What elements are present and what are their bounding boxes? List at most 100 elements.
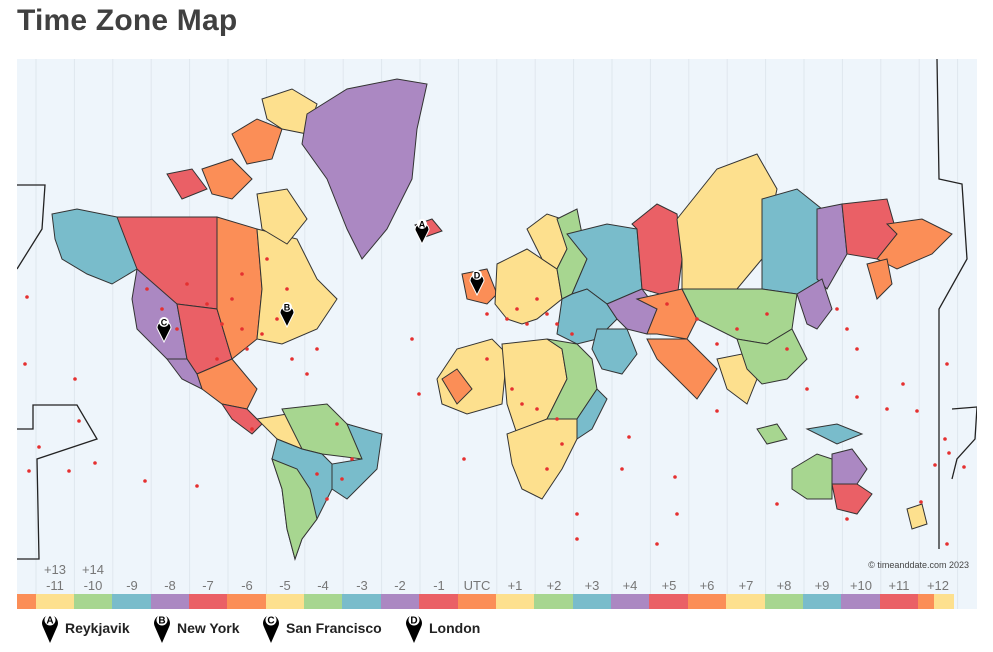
tz-label: +12 <box>926 578 950 593</box>
timezone-color-cell <box>803 594 841 609</box>
tz-label: +10 <box>849 578 873 593</box>
legend-city-label: Reykjavik <box>65 620 130 636</box>
timezone-color-cell <box>17 594 36 609</box>
arctic-islands <box>166 88 318 245</box>
city-dot <box>215 357 219 361</box>
tz-label: +9 <box>814 578 830 593</box>
city-dot <box>845 327 849 331</box>
timezone-color-cell <box>534 594 573 609</box>
legend-item-reykjavik[interactable]: A Reykjavik <box>40 610 130 646</box>
city-dot <box>93 461 97 465</box>
tz-label: -6 <box>241 578 253 593</box>
city-dot <box>145 287 149 291</box>
city-dot <box>410 337 414 341</box>
city-dot <box>325 497 329 501</box>
legend-item-san-francisco[interactable]: C San Francisco <box>261 610 382 646</box>
greenland <box>301 78 428 260</box>
city-dot <box>919 500 923 504</box>
city-dot <box>195 484 199 488</box>
city-dot <box>290 357 294 361</box>
map-pin-b: B <box>279 302 295 329</box>
tz-label-plus14: +14 <box>81 562 105 577</box>
timezone-color-cell <box>342 594 381 609</box>
city-dot <box>575 537 579 541</box>
legend-item-new-york[interactable]: B New York <box>152 610 240 646</box>
city-dot <box>855 347 859 351</box>
world-map[interactable]: A B C D <box>17 59 977 609</box>
pin-letter: A <box>46 616 53 627</box>
city-dot <box>845 517 849 521</box>
tz-label: +2 <box>546 578 562 593</box>
africa <box>436 338 608 500</box>
pin-letter: B <box>284 303 291 313</box>
timezone-color-cell <box>573 594 611 609</box>
tz-label: +11 <box>888 578 910 593</box>
legend-item-london[interactable]: D London <box>404 610 480 646</box>
tz-label: -4 <box>317 578 329 593</box>
city-dot <box>695 317 699 321</box>
city-dot <box>525 322 529 326</box>
city-dot <box>715 342 719 346</box>
timezone-color-cell <box>151 594 189 609</box>
pin-letter: C <box>267 616 274 627</box>
city-dot <box>230 297 234 301</box>
city-dot <box>23 362 27 366</box>
city-dot <box>835 307 839 311</box>
timezone-color-cell <box>611 594 649 609</box>
tz-label: -7 <box>202 578 214 593</box>
city-dot <box>305 372 309 376</box>
map-pin-a: A <box>414 219 430 246</box>
pin-letter: A <box>419 220 426 230</box>
timezone-color-cell <box>880 594 918 609</box>
city-dot <box>240 327 244 331</box>
city-dot <box>462 457 466 461</box>
city-dot <box>515 307 519 311</box>
tz-label: -2 <box>394 578 406 593</box>
city-dot <box>245 347 249 351</box>
city-dot <box>485 357 489 361</box>
city-legend: A Reykjavik B New York C San Francisco D… <box>40 610 640 646</box>
timezone-color-cell <box>765 594 803 609</box>
tz-label: +8 <box>776 578 792 593</box>
timezone-color-cell <box>189 594 227 609</box>
city-dot <box>555 322 559 326</box>
tz-label: -3 <box>356 578 368 593</box>
city-dot <box>765 312 769 316</box>
city-dot <box>25 295 29 299</box>
tz-label: +1 <box>507 578 523 593</box>
oceania <box>756 423 928 530</box>
city-dot <box>535 407 539 411</box>
timezone-color-cell <box>381 594 419 609</box>
city-dot <box>27 469 31 473</box>
tz-label: -5 <box>279 578 291 593</box>
tz-label: -8 <box>164 578 176 593</box>
russia <box>566 153 953 305</box>
city-dot <box>417 392 421 396</box>
city-dot <box>915 409 919 413</box>
city-dot <box>350 457 354 461</box>
city-dot <box>220 322 224 326</box>
city-dot <box>535 297 539 301</box>
timezone-color-cell <box>496 594 534 609</box>
city-dot <box>715 409 719 413</box>
city-dot <box>275 317 279 321</box>
city-dot <box>943 437 947 441</box>
tz-label: -11 <box>46 578 64 593</box>
city-dot <box>160 307 164 311</box>
timezone-color-cell <box>458 594 496 609</box>
city-dot <box>143 479 147 483</box>
tz-label-plus13: +13 <box>43 562 67 577</box>
city-dot <box>265 257 269 261</box>
timezone-color-cell <box>918 594 934 609</box>
city-dot <box>575 512 579 516</box>
timezone-color-cell <box>74 594 112 609</box>
tz-label: +3 <box>584 578 600 593</box>
south-america <box>255 403 383 561</box>
city-dot <box>250 427 254 431</box>
tz-label: +4 <box>622 578 638 593</box>
timezone-color-cell <box>36 594 74 609</box>
city-dot <box>340 477 344 481</box>
city-dot <box>77 419 81 423</box>
north-america <box>51 208 338 435</box>
city-dot <box>485 312 489 316</box>
